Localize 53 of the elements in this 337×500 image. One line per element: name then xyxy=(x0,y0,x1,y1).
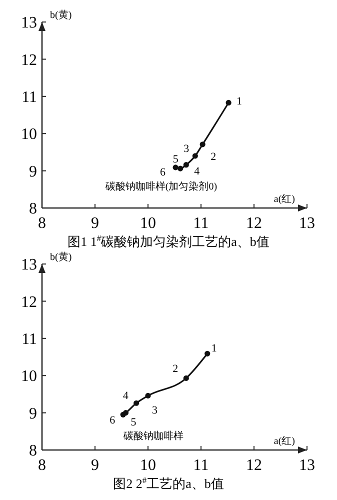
annotation: 5 xyxy=(172,153,179,166)
annotation: 1 xyxy=(236,96,242,108)
annotation: 3 xyxy=(152,404,158,417)
x-tick-label: 12 xyxy=(246,457,262,474)
x-axis-title: a(红) xyxy=(274,193,295,205)
x-tick-label: 11 xyxy=(193,215,209,232)
point xyxy=(178,166,184,172)
y-tick-label: 12 xyxy=(21,294,37,311)
x-tick-label: 13 xyxy=(299,457,315,474)
annotation: 6 xyxy=(110,414,116,427)
text: 图1 1$^{#}$碳酸钠加匀染剂工艺的a、b值 xyxy=(68,233,270,249)
annotation: 碳酸钠咖啡样 xyxy=(122,430,184,442)
y-tick-label: 12 xyxy=(21,52,37,69)
x-tick-label: 9 xyxy=(91,215,99,232)
point xyxy=(192,153,198,159)
point xyxy=(183,375,189,382)
annotation: 2 xyxy=(172,363,178,376)
x-tick-label: 10 xyxy=(140,457,156,474)
y-tick-label: 13 xyxy=(21,14,37,32)
point xyxy=(134,400,140,406)
y-axis-title: b(黄) xyxy=(50,251,72,263)
y-tick-label: 13 xyxy=(21,256,37,274)
annotation: 碳酸钠咖啡样(加匀染剂0) xyxy=(104,180,218,192)
point xyxy=(226,100,232,106)
annotation: 1 xyxy=(211,342,217,354)
point xyxy=(145,392,151,398)
text: 图2 2$^{#}$工艺的a、b值 xyxy=(113,475,224,491)
y-axis-title: b(黄) xyxy=(50,9,72,21)
point xyxy=(172,164,178,170)
annotation: 3 xyxy=(184,142,190,155)
y-tick-label: 10 xyxy=(21,126,37,144)
point xyxy=(120,412,126,418)
point xyxy=(200,142,206,148)
point xyxy=(204,350,210,356)
x-tick-label: 13 xyxy=(299,215,315,232)
y-tick-label: 9 xyxy=(29,405,37,422)
x-tick-label: 9 xyxy=(91,457,99,474)
y-tick-label: 10 xyxy=(21,368,37,386)
x-tick-label: 10 xyxy=(140,215,156,232)
annotation: 4 xyxy=(194,166,200,178)
y-tick-label: 11 xyxy=(22,331,37,348)
annotation: 2 xyxy=(210,151,216,164)
y-tick-label: 9 xyxy=(29,163,37,180)
annotation: 4 xyxy=(122,390,129,402)
point xyxy=(183,162,189,168)
y-tick-label: 8 xyxy=(29,200,37,218)
x-tick-label: 12 xyxy=(246,215,262,232)
x-axis-title: a(红) xyxy=(274,435,295,447)
y-tick-label: 11 xyxy=(22,89,37,106)
x-tick-label: 11 xyxy=(193,457,209,474)
y-tick-label: 8 xyxy=(29,442,37,460)
annotation: 5 xyxy=(130,416,137,429)
annotation: 6 xyxy=(160,166,166,178)
